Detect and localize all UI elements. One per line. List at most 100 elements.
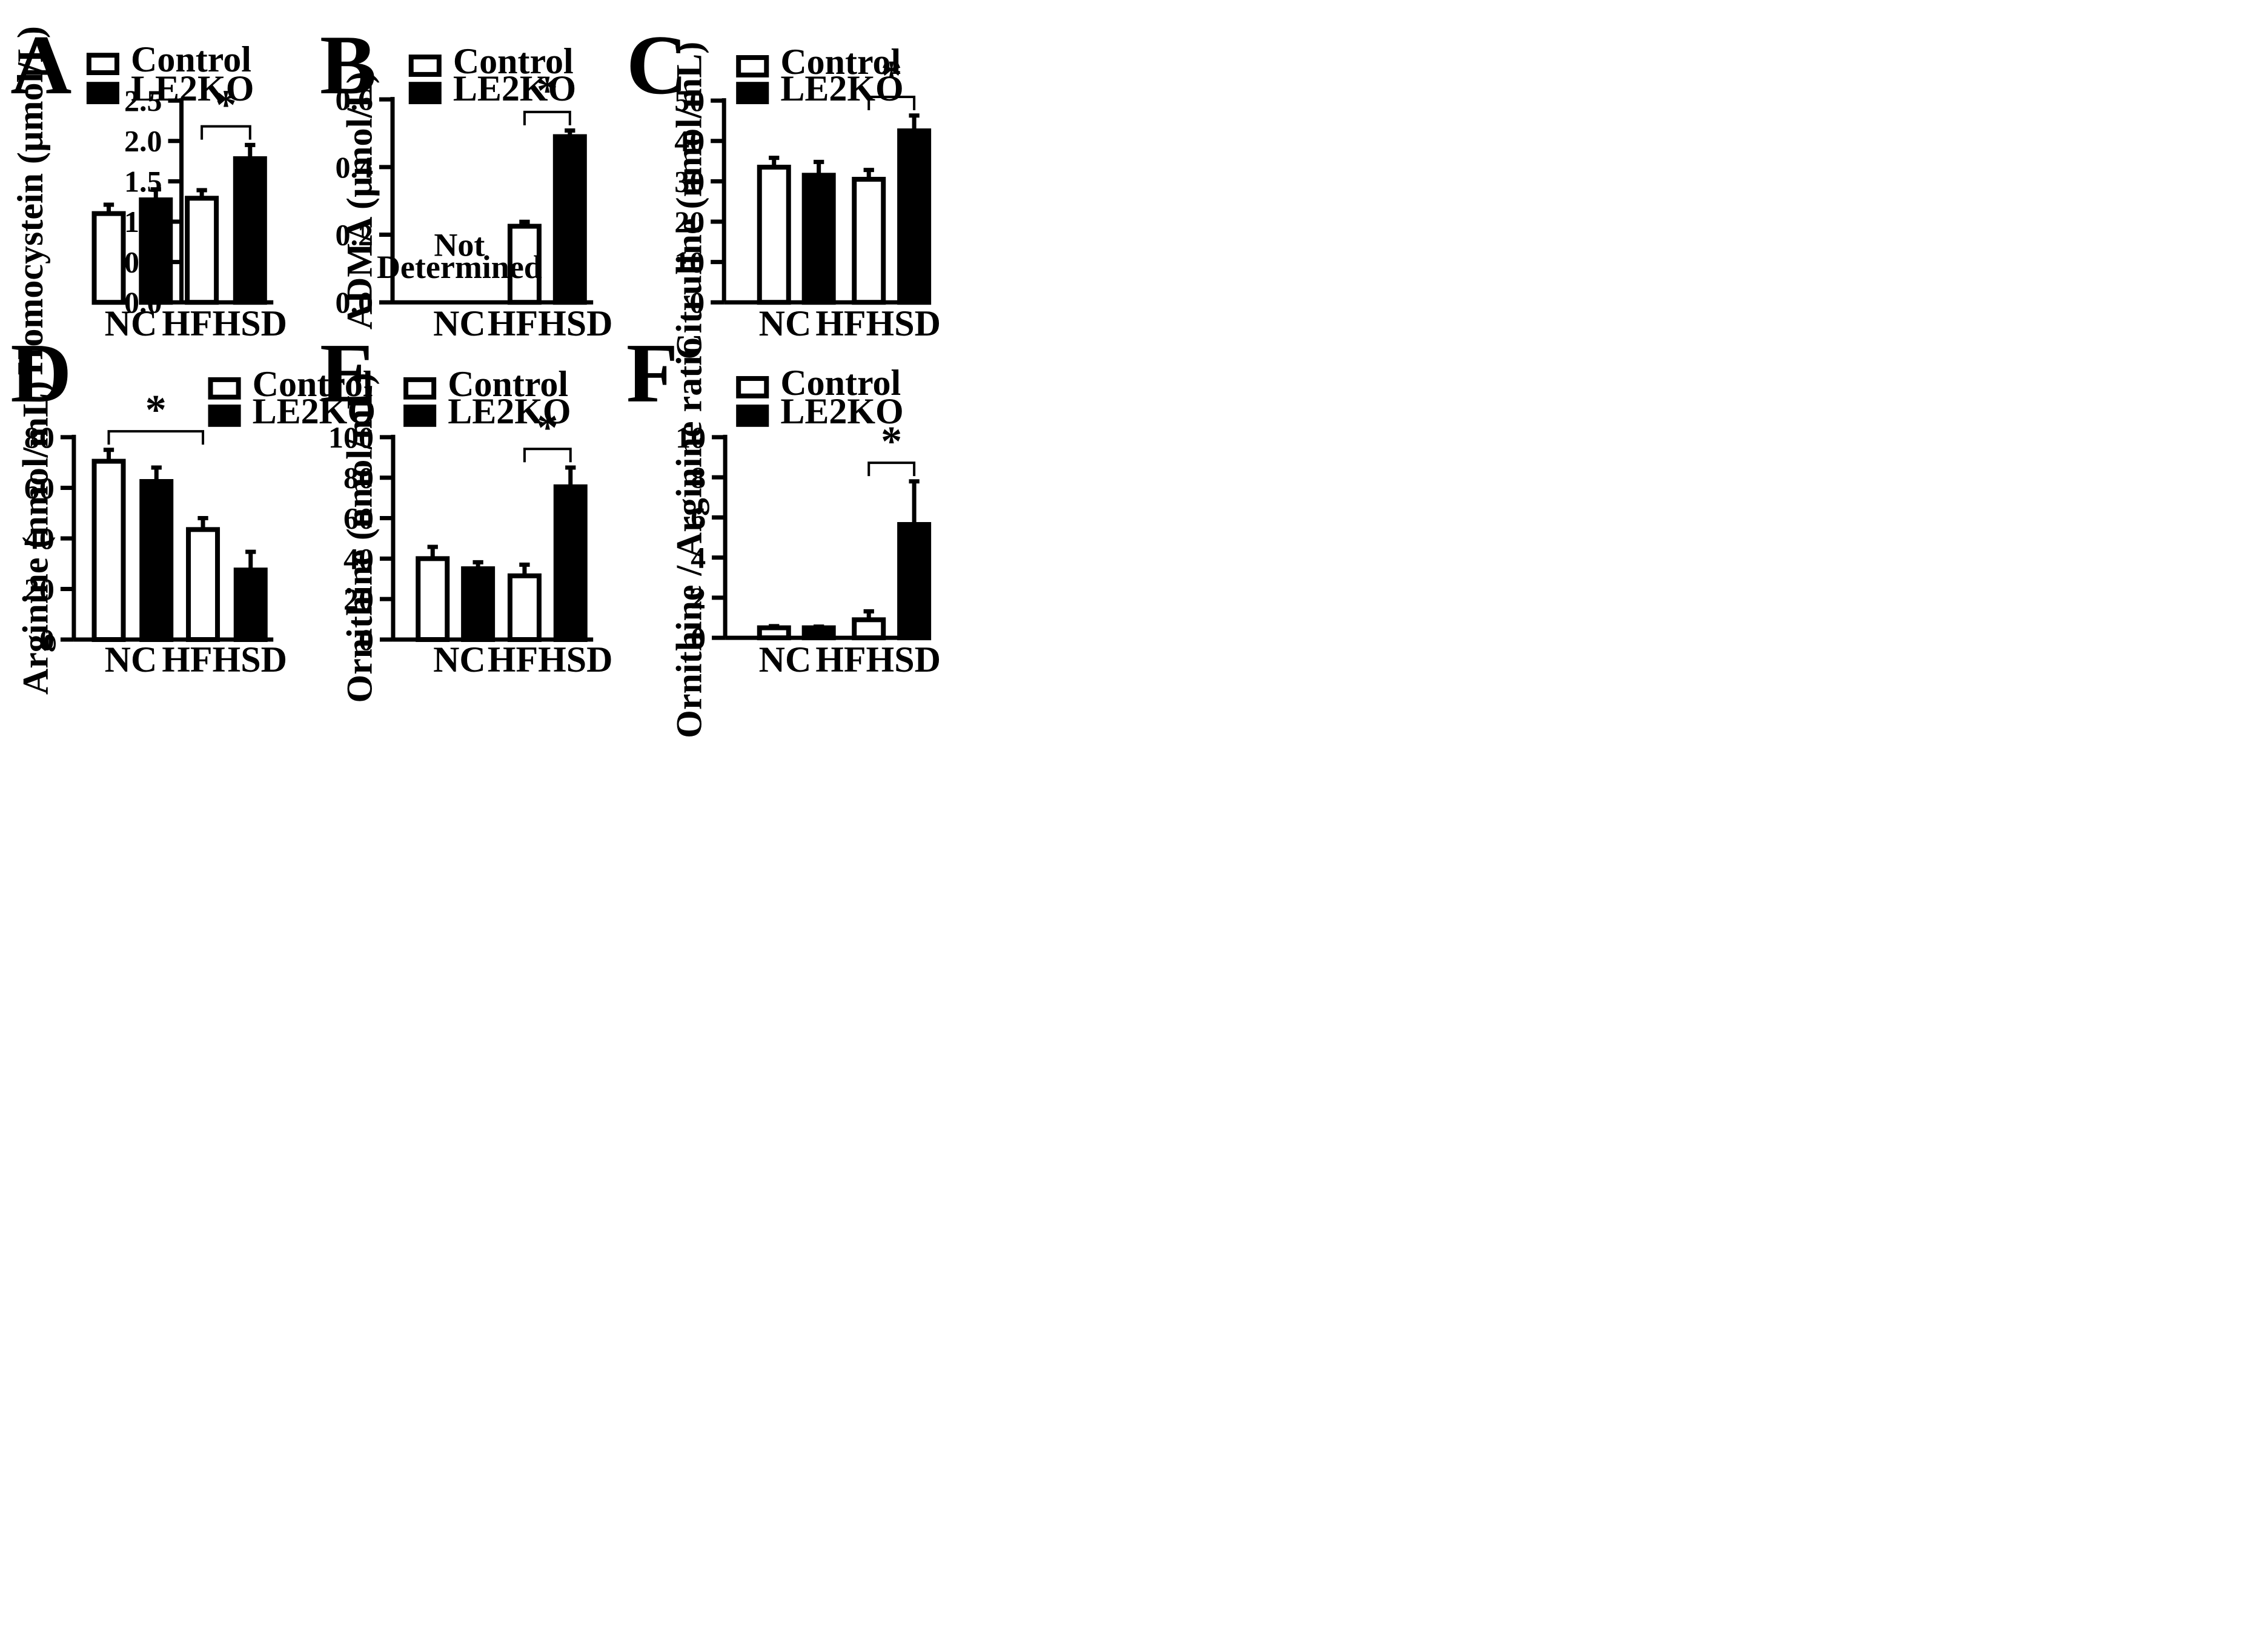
bar-hfhsd-le2ko	[233, 156, 267, 305]
legend-label-le2ko: LE2KO	[780, 391, 903, 431]
y-tick-label: 2.0	[124, 124, 162, 158]
significance-star: *	[537, 68, 558, 114]
bracket-line	[523, 448, 572, 463]
x-tick-label-nc: NC	[433, 640, 486, 680]
x-tick-label-hfhsd: HFHSD	[488, 303, 613, 343]
y-tick-label: 60	[24, 471, 55, 505]
y-tick-label: 40	[674, 124, 705, 158]
legend-label-control: Control	[253, 364, 373, 404]
annotation-line2: Determined	[377, 249, 542, 285]
x-tick-label-nc: NC	[433, 303, 486, 343]
legend-label-le2ko: LE2KO	[253, 391, 376, 431]
panel-letter: D	[10, 326, 71, 420]
bar-nc-le2ko	[461, 566, 496, 643]
y-tick-label: 2	[691, 581, 706, 615]
y-tick-label: 0.4	[336, 150, 374, 184]
y-tick-label: 0	[359, 623, 374, 657]
legend-label-control: Control	[780, 363, 901, 403]
significance-bracket: *	[867, 419, 916, 477]
bar-hfhsd-le2ko	[897, 128, 932, 305]
bar-hfhsd-le2ko	[553, 484, 588, 642]
y-tick-label: 20	[343, 582, 374, 616]
legend-swatch-control	[736, 55, 769, 78]
bar-nc-control	[91, 458, 126, 642]
x-tick-label-nc: NC	[105, 640, 158, 680]
significance-star: *	[145, 387, 167, 434]
y-tick-label: 20	[674, 205, 705, 239]
y-tick-label: 40	[24, 521, 55, 555]
y-tick-label: 2.5	[124, 84, 162, 117]
bar-hfhsd-control	[507, 573, 542, 642]
bar-nc-control	[757, 625, 791, 641]
x-tick-label-hfhsd: HFHSD	[162, 303, 287, 343]
panel-a: AControlLE2KO0.00.51.01.52.02.5Homocyste…	[10, 18, 287, 375]
bar-hfhsd-control	[852, 617, 886, 641]
bar-nc-control	[416, 556, 450, 642]
y-tick-label: 10	[674, 245, 705, 279]
legend-swatch-control	[86, 53, 119, 75]
bar-nc-le2ko	[801, 173, 836, 305]
y-axis-label: Homocystein (µmol/L)	[10, 26, 50, 375]
bar-hfhsd-le2ko	[897, 521, 932, 641]
legend-label-le2ko: LE2KO	[780, 68, 903, 108]
bar-nc-control	[91, 211, 126, 305]
panel-letter: B	[320, 18, 376, 112]
legend-swatch-control	[408, 55, 442, 77]
panel-letter: E	[320, 326, 376, 420]
legend-swatch-control	[403, 377, 437, 400]
y-tick-label: 40	[343, 541, 374, 575]
significance-bracket: *	[523, 405, 572, 463]
y-tick-label: 100	[328, 420, 374, 454]
y-tick-label: 0.2	[336, 218, 374, 252]
panel-letter: F	[626, 326, 678, 420]
bracket-line	[867, 96, 916, 111]
significance-star: *	[537, 405, 558, 451]
panel-letter: A	[10, 18, 71, 112]
y-tick-label: 80	[24, 420, 55, 454]
x-tick-label-hfhsd: HFHSD	[815, 303, 941, 343]
legend-swatch-le2ko	[736, 82, 769, 104]
y-tick-label: 0	[39, 623, 55, 657]
panel-letter: C	[626, 18, 688, 112]
y-tick-label: 0.6	[336, 82, 374, 116]
significance-star: *	[881, 53, 902, 99]
bar-hfhsd-control	[185, 196, 219, 305]
y-tick-label: 8	[691, 460, 706, 494]
y-tick-label: 0	[691, 621, 706, 655]
y-axis-label: ADMA (µmol/L)	[339, 71, 379, 329]
legend-label-control: Control	[131, 39, 251, 79]
bar-hfhsd-control	[186, 527, 220, 642]
bar-hfhsd-le2ko	[233, 567, 268, 642]
x-tick-label-hfhsd: HFHSD	[815, 640, 941, 680]
y-axis-label: Ornithine / Arginine ratio	[669, 337, 709, 738]
y-tick-label: 0	[689, 285, 705, 319]
bracket-line	[107, 430, 205, 445]
legend-swatch-le2ko	[208, 405, 241, 427]
y-axis-label: Arginine (nmol/mL)	[16, 381, 56, 695]
y-tick-label: 50	[674, 84, 705, 117]
y-tick-label: 0.0	[336, 285, 374, 319]
legend-label-le2ko: LE2KO	[453, 68, 576, 108]
significance-bracket: *	[523, 68, 571, 125]
annotation-line1: Not	[434, 227, 485, 263]
x-tick-label-nc: NC	[759, 303, 812, 343]
significance-star: *	[881, 419, 902, 465]
bar-nc-le2ko	[139, 197, 173, 305]
bar-hfhsd-le2ko	[552, 134, 587, 305]
x-tick-label-hfhsd: HFHSD	[488, 640, 613, 680]
legend-label-control: Control	[448, 364, 568, 404]
y-tick-label: 30	[674, 164, 705, 198]
bar-hfhsd-control	[852, 176, 886, 305]
bar-nc-control	[757, 165, 791, 305]
y-axis-label: Ornithine (nmol/mL)	[339, 372, 379, 703]
